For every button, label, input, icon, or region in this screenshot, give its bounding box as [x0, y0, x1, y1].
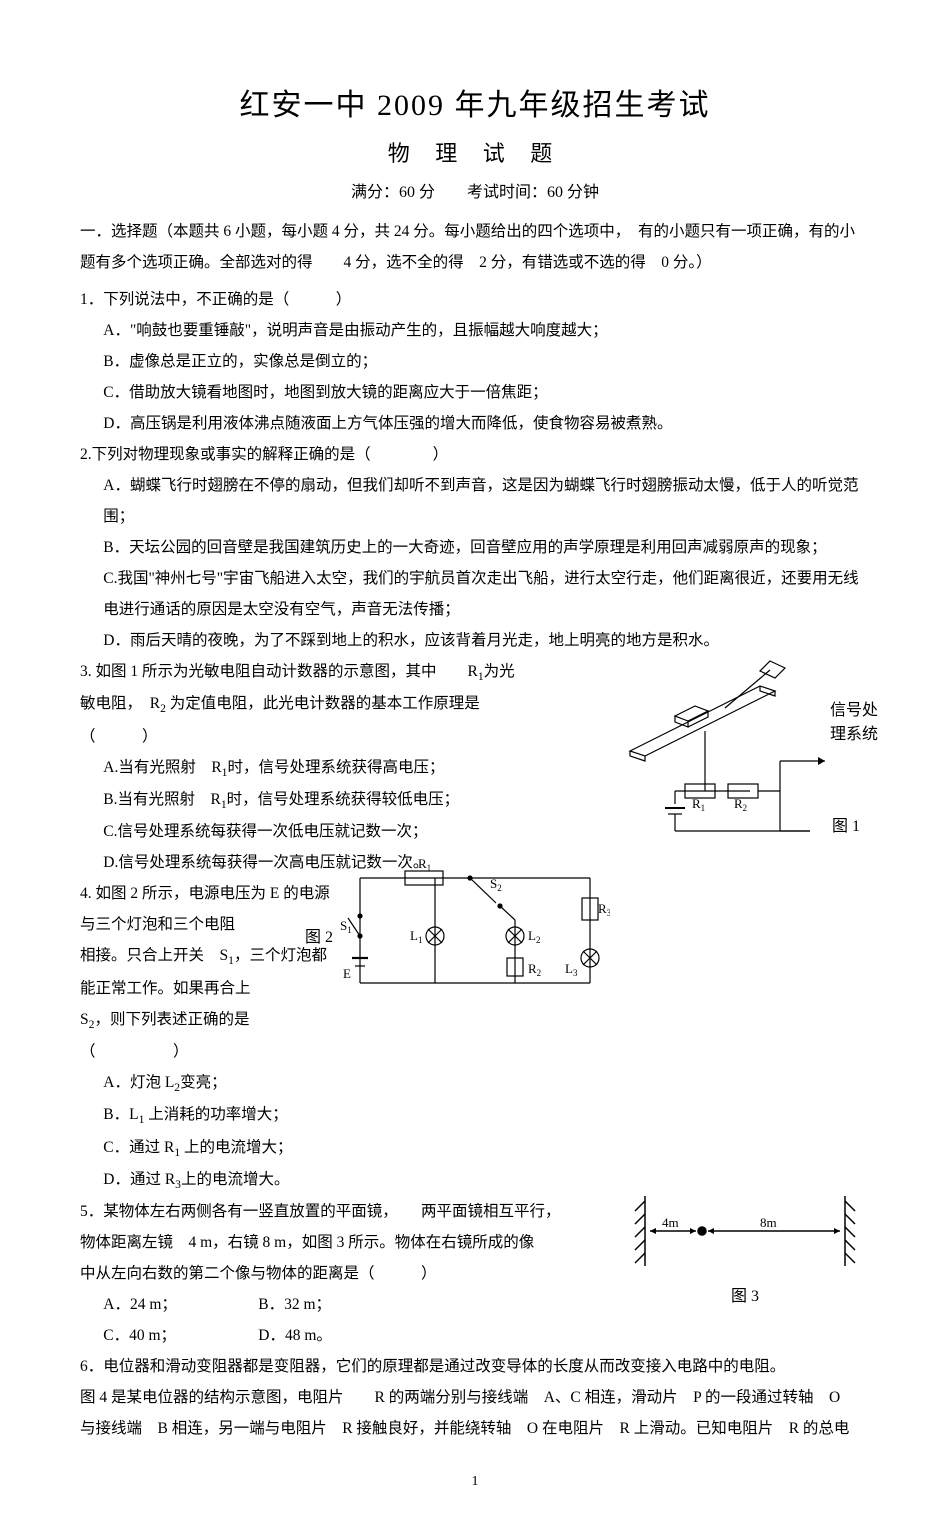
q1-stem: 1．下列说法中，不正确的是（ ） [80, 284, 870, 315]
q2-D: D．雨后天晴的夜晚，为了不踩到地上的积水，应该背着月光走，地上明亮的地方是积水。 [80, 625, 870, 656]
q2-stem: 2.下列对物理现象或事实的解释正确的是（ ） [80, 439, 870, 470]
fig1-siglabel1: 信号处 [830, 696, 950, 720]
q6-l3: 与接线端 B 相连，另一端与电阻片 R 接触良好，并能绕转轴 O 在电阻片 R … [80, 1413, 870, 1444]
figure-2: R1 S1 E L1 S2 L2 R2 R3 L3 图 2 [340, 858, 610, 1022]
q4-C: C．通过 R1 上的电流增大； [80, 1132, 870, 1164]
fig1-siglabel2: 理系统 [830, 720, 950, 744]
q2-A: A．蝴蝶飞行时翅膀在不停的扇动，但我们却听不到声音，这是因为蝴蝶飞行时翅膀振动太… [80, 470, 870, 532]
q1-A: A．"响鼓也要重锤敲"，说明声音是由振动产生的，且振幅越大响度越大； [80, 315, 870, 346]
q6-l1: 6．电位器和滑动变阻器都是变阻器，它们的原理都是通过改变导体的长度从而改变接入电… [80, 1351, 870, 1382]
fig3-d2: 8m [760, 1215, 777, 1230]
title-sub: 物 理 试 题 [80, 136, 870, 168]
fig2-R3: R3 [598, 901, 610, 918]
q6-l2: 图 4 是某电位器的结构示意图，电阻片 R 的两端分别与接线端 A、C 相连，滑… [80, 1382, 870, 1413]
figure-3-svg: 4m 8m [620, 1186, 870, 1276]
q1-D: D．高压锅是利用液体沸点随液面上方气体压强的增大而降低，使食物容易被煮熟。 [80, 408, 870, 439]
q1-C: C．借助放大镜看地图时，地图到放大镜的距离应大于一倍焦距； [80, 377, 870, 408]
page-number: 1 [80, 1474, 870, 1490]
fig1-caption: 图 1 [832, 812, 950, 836]
meta-line: 满分：60 分 考试时间：60 分钟 [80, 178, 870, 202]
fig3-d1: 4m [662, 1215, 679, 1230]
q4-A: A．灯泡 L2变亮； [80, 1067, 870, 1099]
q2-C: C.我国"神州七号"宇宙飞船进入太空，我们的宇航员首次走出飞船，进行太空行走，他… [80, 563, 870, 625]
fig2-caption: 图 2 [305, 923, 575, 947]
fig2-L3: L3 [565, 961, 578, 978]
fig2-E: E [343, 966, 351, 981]
fig2-R2: R2 [528, 961, 541, 978]
q2-B: B．天坛公园的回音壁是我国建筑历史上的一大奇迹，回音壁应用的声学原理是利用回声减… [80, 532, 870, 563]
fig3-caption: 图 3 [620, 1282, 870, 1306]
q4-B: B．L1 上消耗的功率增大； [80, 1099, 870, 1131]
section-1-head: 一．选择题（本题共 6 小题，每小题 4 分，共 24 分。每小题给出的四个选项… [80, 216, 870, 278]
title-main: 红安一中 2009 年九年级招生考试 [80, 80, 870, 124]
figure-1: R1 R2 信号处 理系统 图 1 [620, 656, 870, 918]
figure-3: 4m 8m 图 3 [620, 1186, 870, 1306]
q5-CD: C．40 m；D．48 m。 [80, 1320, 870, 1351]
q1-B: B．虚像总是正立的，实像总是倒立的； [80, 346, 870, 377]
